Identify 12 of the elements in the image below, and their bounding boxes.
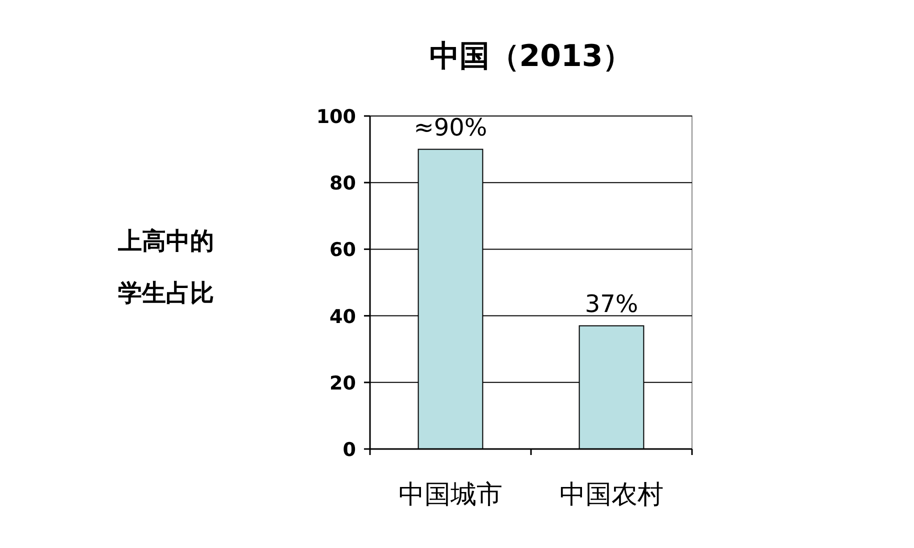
chart-title: 中国（2013） (429, 39, 633, 74)
data-label: 37% (584, 290, 638, 318)
x-tick-label: 中国农村 (560, 480, 664, 510)
y-tick-label: 100 (316, 106, 356, 128)
y-tick-label: 0 (342, 439, 356, 461)
y-tick-label: 60 (330, 239, 356, 262)
y-tick-label: 80 (330, 172, 356, 195)
y-tick-label: 20 (330, 372, 356, 394)
y-axis-title: 上高中的学生占比 (118, 226, 215, 309)
data-label: ≈90% (414, 113, 488, 142)
x-tick-label: 中国城市 (398, 480, 502, 510)
y-tick-label: 40 (330, 306, 356, 328)
